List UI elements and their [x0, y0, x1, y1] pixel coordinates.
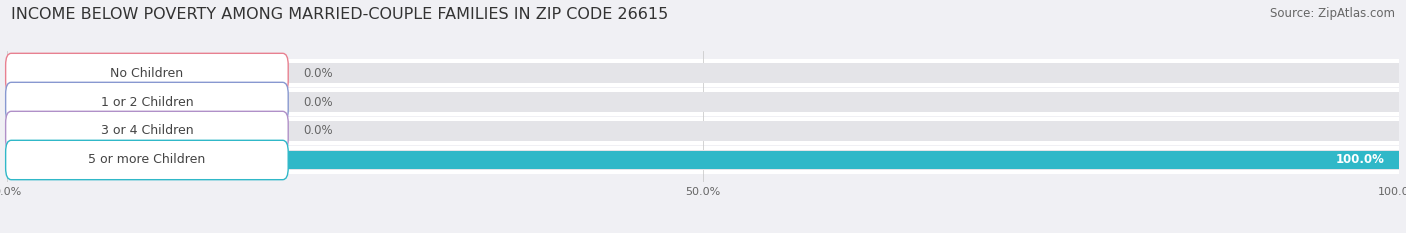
Bar	[7, 151, 1399, 169]
Bar	[7, 88, 1399, 116]
Bar	[7, 92, 1399, 113]
Bar	[7, 63, 1399, 83]
Text: 0.0%: 0.0%	[304, 66, 333, 79]
Bar	[7, 117, 1399, 145]
FancyBboxPatch shape	[6, 140, 288, 180]
Text: 0.0%: 0.0%	[304, 124, 333, 137]
Text: Source: ZipAtlas.com: Source: ZipAtlas.com	[1270, 7, 1395, 20]
Bar	[7, 146, 1399, 174]
Bar	[7, 150, 1399, 170]
Bar	[7, 120, 1399, 141]
Text: INCOME BELOW POVERTY AMONG MARRIED-COUPLE FAMILIES IN ZIP CODE 26615: INCOME BELOW POVERTY AMONG MARRIED-COUPL…	[11, 7, 668, 22]
Text: 100.0%: 100.0%	[1336, 154, 1385, 167]
Text: 1 or 2 Children: 1 or 2 Children	[101, 96, 193, 109]
FancyBboxPatch shape	[6, 82, 288, 122]
Text: 5 or more Children: 5 or more Children	[89, 154, 205, 167]
FancyBboxPatch shape	[6, 111, 288, 151]
Bar	[7, 59, 1399, 87]
Text: 3 or 4 Children: 3 or 4 Children	[101, 124, 193, 137]
Text: No Children: No Children	[110, 66, 183, 79]
Text: 0.0%: 0.0%	[304, 96, 333, 109]
FancyBboxPatch shape	[6, 53, 288, 93]
